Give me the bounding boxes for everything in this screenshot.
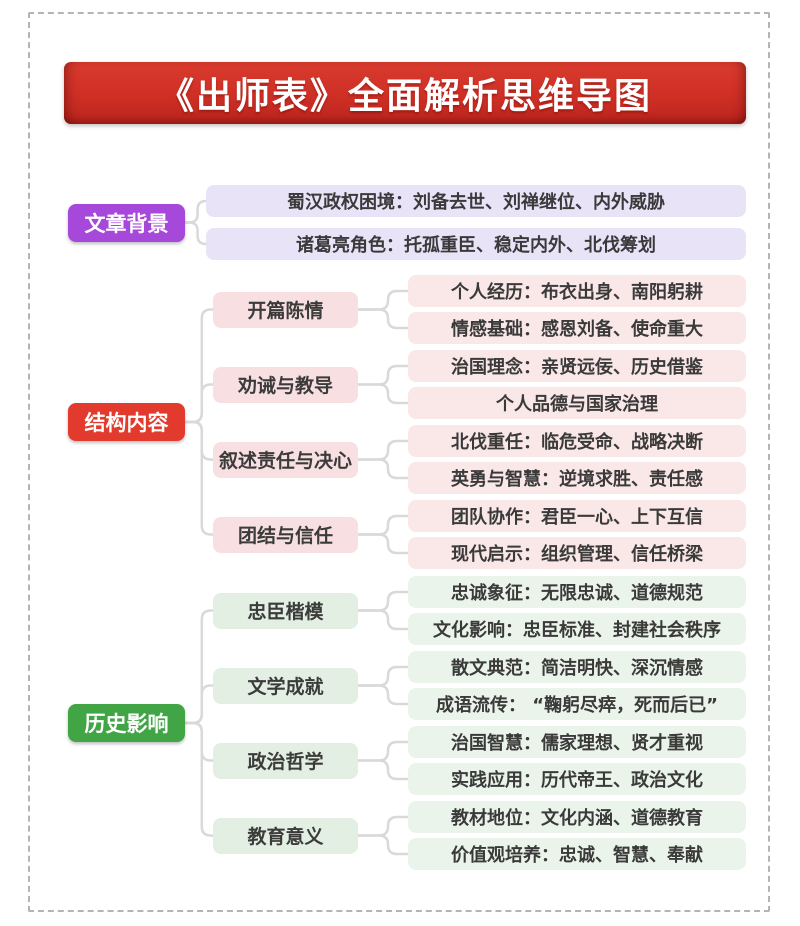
branch-leaves: 蜀汉政权困境：刘备去世、刘禅继位、内外威胁 诸葛亮角色：托孤重臣、稳定内外、北伐… [206, 185, 746, 260]
subtopic-group: 忠臣楷模 忠诚象征：无限忠诚、道德规范 文化影响：忠臣标准、封建社会秩序 [213, 576, 746, 645]
leaf-node: 成语流传： “鞠躬尽瘁，死而后已” [408, 688, 746, 720]
leaf-node: 个人品德与国家治理 [408, 387, 746, 419]
page-title: 《出师表》全面解析思维导图 [157, 76, 652, 117]
leaf-node: 教材地位：文化内涵、道德教育 [408, 801, 746, 833]
leaf-column: 治国理念：亲贤远佞、历史借鉴 个人品德与国家治理 [408, 350, 746, 419]
subtopic-group: 劝诫与教导 治国理念：亲贤远佞、历史借鉴 个人品德与国家治理 [213, 350, 746, 419]
leaf-node: 团队协作：君臣一心、上下互信 [408, 500, 746, 532]
leaf-node: 治国理念：亲贤远佞、历史借鉴 [408, 350, 746, 382]
subtopic-label: 文学成就 [213, 667, 358, 704]
leaf-column: 治国智慧：儒家理想、贤才重视 实践应用：历代帝王、政治文化 [408, 726, 746, 795]
leaf-node: 价值观培养：忠诚、智慧、奉献 [408, 838, 746, 870]
leaf-node: 现代启示：组织管理、信任桥梁 [408, 537, 746, 569]
branch-historical-impact: 历史影响 忠臣楷模 忠诚象征：无限忠诚、道德规范 文化影响：忠臣标准、封建社会秩… [68, 576, 746, 870]
leaf-node: 诸葛亮角色：托孤重臣、稳定内外、北伐筹划 [206, 228, 746, 260]
leaf-node: 忠诚象征：无限忠诚、道德规范 [408, 576, 746, 608]
subtopic-label: 叙述责任与决心 [213, 441, 358, 478]
leaf-column: 北伐重任：临危受命、战略决断 英勇与智慧：逆境求胜、责任感 [408, 425, 746, 494]
leaf-node: 治国智慧：儒家理想、贤才重视 [408, 726, 746, 758]
subtopic-column: 忠臣楷模 忠诚象征：无限忠诚、道德规范 文化影响：忠臣标准、封建社会秩序 文学成… [213, 576, 746, 870]
leaf-node: 散文典范：简洁明快、深沉情感 [408, 651, 746, 683]
leaf-node: 蜀汉政权困境：刘备去世、刘禅继位、内外威胁 [206, 185, 746, 217]
subtopic-column: 开篇陈情 个人经历：布衣出身、南阳躬耕 情感基础：感恩刘备、使命重大 劝诫与教导… [213, 275, 746, 569]
subtopic-group: 开篇陈情 个人经历：布衣出身、南阳躬耕 情感基础：感恩刘备、使命重大 [213, 275, 746, 344]
leaf-column: 散文典范：简洁明快、深沉情感 成语流传： “鞠躬尽瘁，死而后已” [408, 651, 746, 720]
branch-label-article-background: 文章背景 [68, 203, 185, 242]
leaf-node: 英勇与智慧：逆境求胜、责任感 [408, 462, 746, 494]
leaf-node: 实践应用：历代帝王、政治文化 [408, 763, 746, 795]
subtopic-group: 教育意义 教材地位：文化内涵、道德教育 价值观培养：忠诚、智慧、奉献 [213, 801, 746, 870]
leaf-column: 教材地位：文化内涵、道德教育 价值观培养：忠诚、智慧、奉献 [408, 801, 746, 870]
subtopic-label: 政治哲学 [213, 742, 358, 779]
subtopic-label: 忠臣楷模 [213, 592, 358, 629]
branch-structure-content: 结构内容 开篇陈情 个人经历：布衣出身、南阳躬耕 情感基础：感恩刘备、使命重大 … [68, 275, 746, 569]
leaf-node: 个人经历：布衣出身、南阳躬耕 [408, 275, 746, 307]
leaf-column: 团队协作：君臣一心、上下互信 现代启示：组织管理、信任桥梁 [408, 500, 746, 569]
leaf-column: 个人经历：布衣出身、南阳躬耕 情感基础：感恩刘备、使命重大 [408, 275, 746, 344]
subtopic-label: 团结与信任 [213, 516, 358, 553]
subtopic-group: 团结与信任 团队协作：君臣一心、上下互信 现代启示：组织管理、信任桥梁 [213, 500, 746, 569]
subtopic-label: 劝诫与教导 [213, 366, 358, 403]
leaf-node: 情感基础：感恩刘备、使命重大 [408, 312, 746, 344]
branch-article-background: 文章背景 蜀汉政权困境：刘备去世、刘禅继位、内外威胁 诸葛亮角色：托孤重臣、稳定… [68, 185, 746, 260]
title-banner: 《出师表》全面解析思维导图 [64, 62, 746, 124]
subtopic-group: 叙述责任与决心 北伐重任：临危受命、战略决断 英勇与智慧：逆境求胜、责任感 [213, 425, 746, 494]
subtopic-group: 政治哲学 治国智慧：儒家理想、贤才重视 实践应用：历代帝王、政治文化 [213, 726, 746, 795]
leaf-node: 文化影响：忠臣标准、封建社会秩序 [408, 613, 746, 645]
subtopic-label: 教育意义 [213, 817, 358, 854]
leaf-node: 北伐重任：临危受命、战略决断 [408, 425, 746, 457]
subtopic-label: 开篇陈情 [213, 291, 358, 328]
branch-label-historical-impact: 历史影响 [68, 704, 185, 742]
branch-label-structure-content: 结构内容 [68, 403, 185, 441]
leaf-column: 忠诚象征：无限忠诚、道德规范 文化影响：忠臣标准、封建社会秩序 [408, 576, 746, 645]
subtopic-group: 文学成就 散文典范：简洁明快、深沉情感 成语流传： “鞠躬尽瘁，死而后已” [213, 651, 746, 720]
